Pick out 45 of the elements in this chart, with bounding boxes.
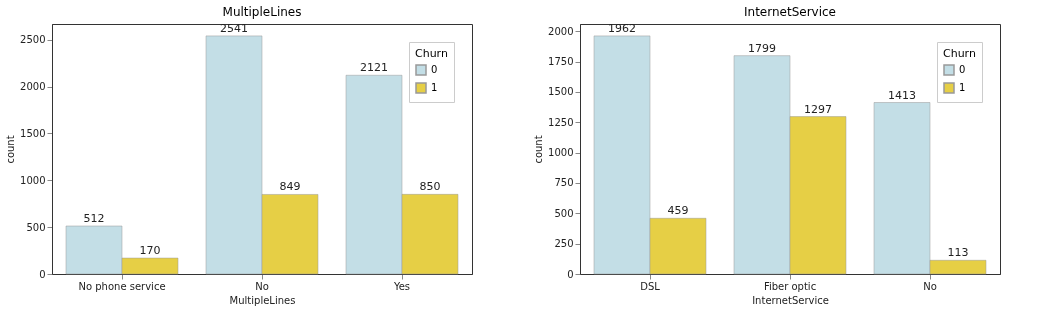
y-tick-label: 2000 <box>20 81 46 93</box>
y-tick-label: 1500 <box>548 86 574 98</box>
y-tick-label: 500 <box>554 207 574 219</box>
y-axis-title: count <box>533 135 545 164</box>
data-label: 459 <box>667 204 689 218</box>
y-tick-label: 1750 <box>548 56 574 68</box>
data-label: 849 <box>279 180 301 194</box>
legend-title: Churn <box>415 47 448 60</box>
data-label: 1413 <box>888 88 916 102</box>
x-axis-title: MultipleLines <box>229 294 296 306</box>
data-label: 2121 <box>360 61 388 75</box>
y-tick-label: 2000 <box>548 25 574 37</box>
data-label: 2541 <box>220 21 248 35</box>
data-label: 850 <box>419 180 441 194</box>
legend-label: 1 <box>431 82 438 93</box>
data-label: 1297 <box>804 102 832 116</box>
x-tick-label: No phone service <box>78 280 166 292</box>
data-label: 1799 <box>748 41 776 55</box>
x-tick-label: No <box>923 280 937 292</box>
y-tick-label: 0 <box>39 268 46 280</box>
legend-title: Churn <box>943 47 976 60</box>
legend-label: 0 <box>959 64 966 75</box>
legend-label: 1 <box>959 82 966 93</box>
y-axis-title: count <box>5 135 17 164</box>
data-label: 1962 <box>608 21 636 35</box>
y-tick-label: 1000 <box>20 174 46 186</box>
y-tick-label: 250 <box>554 238 574 250</box>
x-axis-title: InternetService <box>752 294 829 306</box>
legend-label: 0 <box>431 64 438 75</box>
x-tick-label: DSL <box>640 280 661 292</box>
data-label: 512 <box>83 212 105 226</box>
y-tick-label: 0 <box>567 268 574 280</box>
x-tick-label: Fiber optic <box>763 280 817 292</box>
y-tick-label: 500 <box>26 221 46 233</box>
data-label: 170 <box>139 244 161 258</box>
chart-title: InternetService <box>744 4 836 19</box>
data-label: 113 <box>947 246 969 260</box>
y-tick-label: 2500 <box>20 34 46 46</box>
x-tick-label: Yes <box>392 280 411 292</box>
y-tick-label: 1000 <box>548 147 574 159</box>
y-tick-label: 1250 <box>548 116 574 128</box>
y-tick-label: 1500 <box>20 127 46 139</box>
chart-title: MultipleLines <box>222 4 302 19</box>
x-tick-label: No <box>255 280 269 292</box>
y-tick-label: 750 <box>554 177 574 189</box>
